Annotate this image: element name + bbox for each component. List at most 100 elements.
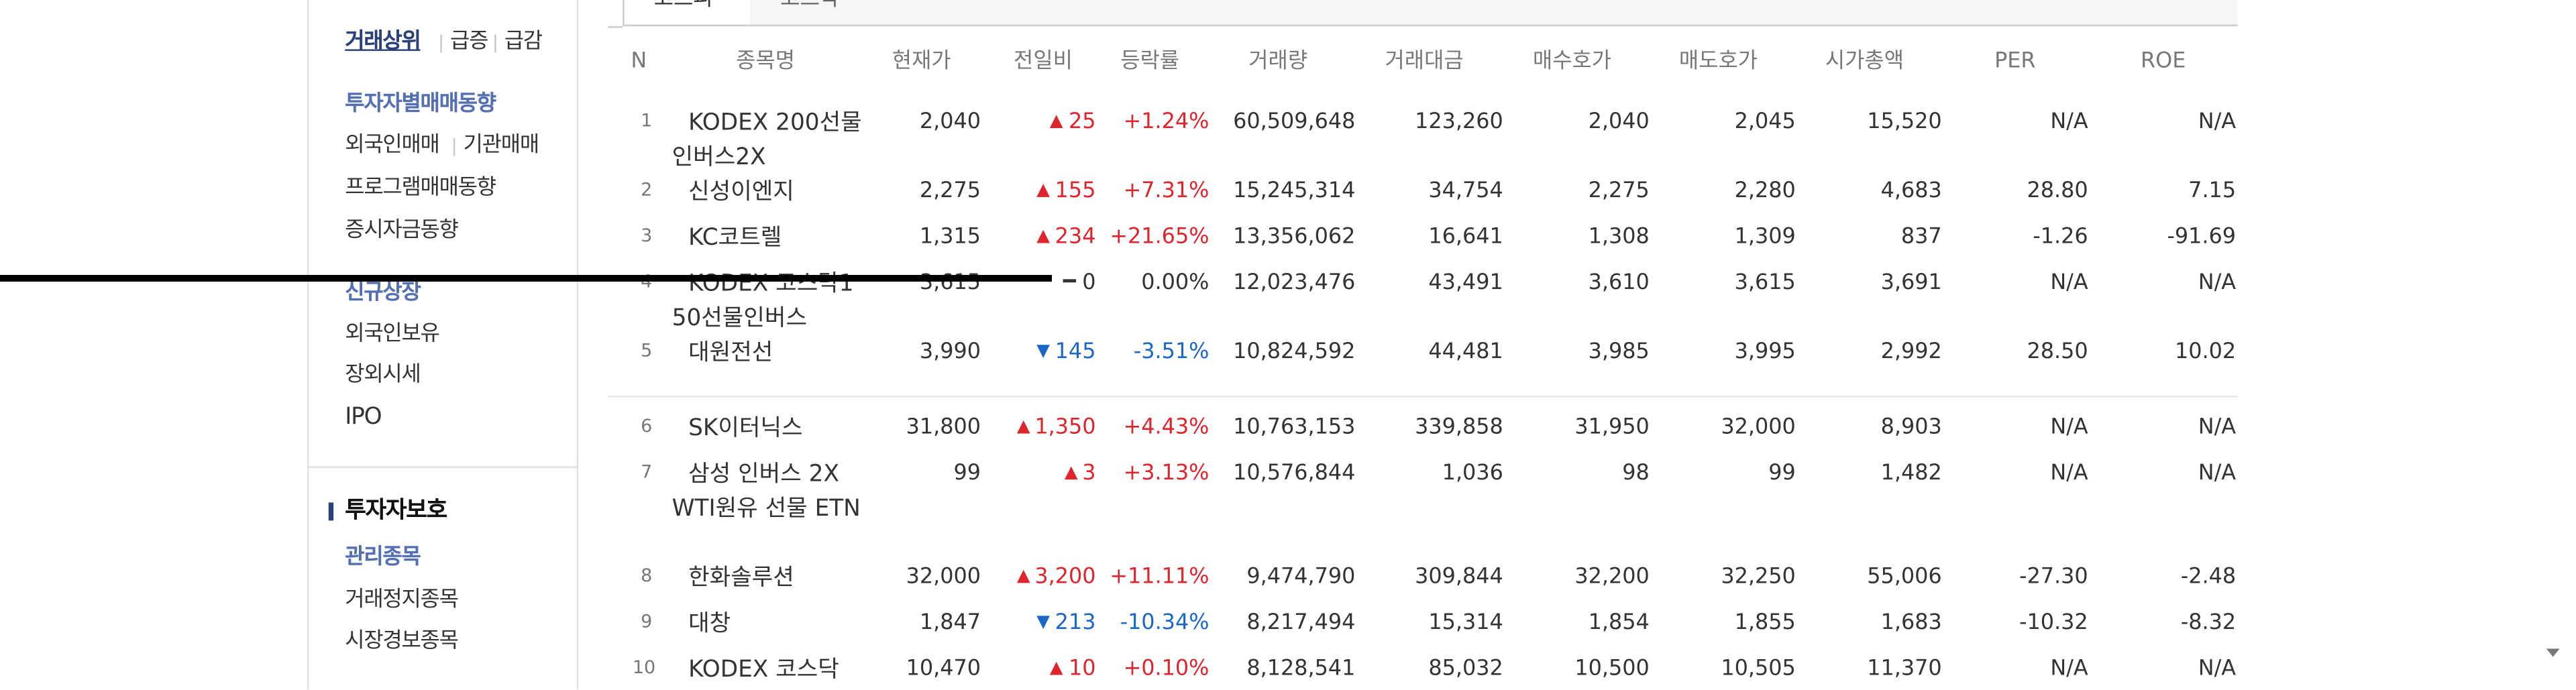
nav-foreign-trading[interactable]: 외국인매매 <box>345 133 440 158</box>
cell-ask: 32,000 <box>1721 415 1796 441</box>
cell-market-cap: 1,683 <box>1880 611 1942 636</box>
col-header-rank: N <box>631 49 647 74</box>
cell-change-value: 155 <box>1055 178 1096 204</box>
cell-stock-name-link[interactable]: KC코트렐 <box>688 225 782 251</box>
cell-change: 1,350 <box>1016 416 1095 442</box>
nav-managed-stocks[interactable]: 관리종목 <box>345 545 421 570</box>
up-triangle-icon <box>1064 466 1077 480</box>
row-group-divider <box>608 396 2238 398</box>
cell-amount: 34,754 <box>1428 178 1503 204</box>
cell-rate: +1.24% <box>1123 110 1210 135</box>
cell-amount: 16,641 <box>1428 225 1503 250</box>
cell-bid: 1,854 <box>1588 611 1650 636</box>
cell-per: 28.50 <box>2027 339 2088 365</box>
nav-institution-trading[interactable]: 기관매매 <box>463 133 539 158</box>
cell-amount: 309,844 <box>1415 565 1503 590</box>
cell-stock-name-link[interactable]: 대창 <box>688 611 731 638</box>
tab-kosdaq[interactable]: 코스닥 <box>751 0 2238 27</box>
nav-foreign-holdings[interactable]: 외국인보유 <box>345 322 440 347</box>
cell-volume: 10,763,153 <box>1233 415 1356 441</box>
cell-stock-name-link[interactable]: 대원전선 <box>688 339 773 367</box>
cell-price: 2,040 <box>919 110 981 135</box>
section-marker <box>328 502 334 521</box>
up-triangle-icon <box>1016 420 1030 434</box>
cell-amount: 44,481 <box>1428 339 1503 365</box>
cell-bid: 10,500 <box>1574 656 1650 682</box>
nav-investor-trading[interactable]: 투자자별매매동향 <box>345 92 496 117</box>
cell-stock-name-link[interactable]: 삼성 인버스 2X WTI원유 선물 ETN <box>672 461 861 522</box>
cell-per: N/A <box>2050 656 2088 682</box>
cell-rank: 10 <box>632 656 656 679</box>
cell-rank: 1 <box>641 110 653 131</box>
cell-rate: 0.00% <box>1141 271 1210 296</box>
cell-stock-name-link[interactable]: KODEX 200선물인버스2X <box>672 110 862 170</box>
cell-change-value: 145 <box>1055 339 1096 365</box>
cell-market-cap: 4,683 <box>1880 178 1942 204</box>
cell-roe: N/A <box>2198 415 2237 441</box>
nav-ipo[interactable]: IPO <box>345 404 382 430</box>
cell-volume: 12,023,476 <box>1233 271 1356 296</box>
cell-market-cap: 8,903 <box>1880 415 1942 441</box>
cell-rank: 6 <box>641 415 653 437</box>
nav-divider <box>440 34 442 53</box>
cell-per: N/A <box>2050 461 2088 486</box>
nav-divider <box>494 34 496 53</box>
nav-plunge[interactable]: 급감 <box>504 30 543 54</box>
cell-change: 0 <box>1062 271 1095 297</box>
cell-market-cap: 1,482 <box>1880 461 1942 486</box>
bottom-black-bar <box>0 275 1052 282</box>
nav-market-funds[interactable]: 증시자금동향 <box>345 218 459 243</box>
cell-roe: 10.02 <box>2174 339 2237 365</box>
cell-rate: +4.43% <box>1123 415 1210 441</box>
cell-bid: 98 <box>1622 461 1650 486</box>
nav-program-trading[interactable]: 프로그램매매동향 <box>345 176 496 200</box>
nav-suspended-stocks[interactable]: 거래정지종목 <box>345 587 459 613</box>
nav-trading-top[interactable]: 거래상위 <box>345 30 421 54</box>
col-header-market-cap: 시가총액 <box>1825 49 1904 74</box>
cell-rank: 8 <box>641 565 653 587</box>
cell-per: 28.80 <box>2027 178 2088 204</box>
cell-per: N/A <box>2050 271 2088 296</box>
cell-change: 155 <box>1036 178 1096 205</box>
cell-change: 145 <box>1036 339 1096 366</box>
cell-change: 3,200 <box>1016 565 1095 591</box>
left-sidebar: 거래상위 급증 급감 투자자별매매동향 외국인매매 기관매매 프로그램매매동향 … <box>307 0 579 690</box>
cell-volume: 60,509,648 <box>1233 110 1356 135</box>
up-triangle-icon <box>1036 229 1051 243</box>
cell-volume: 15,245,314 <box>1233 178 1356 204</box>
up-triangle-icon <box>1036 184 1051 197</box>
nav-new-listing[interactable]: 신규상장 <box>345 280 421 306</box>
cell-stock-name-link[interactable]: 신성이엔지 <box>688 178 794 206</box>
cell-roe: -8.32 <box>2180 611 2237 636</box>
down-triangle-icon <box>1036 345 1051 358</box>
cell-amount: 123,260 <box>1415 110 1503 135</box>
cell-stock-name-link[interactable]: 한화솔루션 <box>688 565 794 591</box>
cell-change-value: 3,200 <box>1034 565 1096 590</box>
col-header-amount: 거래대금 <box>1385 49 1464 74</box>
nav-market-alert-stocks[interactable]: 시장경보종목 <box>345 628 459 654</box>
cell-per: -10.32 <box>2019 611 2088 636</box>
cell-change: 3 <box>1064 461 1095 487</box>
nav-otc-quotes[interactable]: 장외시세 <box>345 363 421 388</box>
cell-price: 3,990 <box>919 339 981 365</box>
cell-rate: -10.34% <box>1120 611 1210 636</box>
cell-rate: +3.13% <box>1123 461 1210 486</box>
cell-bid: 3,610 <box>1588 271 1650 296</box>
cell-stock-name-link[interactable]: KODEX 코스닥 <box>688 656 839 683</box>
cell-change-value: 10 <box>1068 656 1096 682</box>
tab-kospi[interactable]: 코스피 <box>623 0 753 27</box>
cell-ask: 1,309 <box>1734 225 1796 250</box>
col-header-name: 종목명 <box>736 49 796 74</box>
cell-stock-name-link[interactable]: SK이터닉스 <box>688 415 803 442</box>
up-triangle-icon <box>1051 661 1064 675</box>
cell-price: 10,470 <box>906 656 981 682</box>
cell-volume: 8,128,541 <box>1246 656 1356 682</box>
cell-rate: +11.11% <box>1110 565 1210 590</box>
cell-rank: 9 <box>641 611 653 632</box>
col-header-per: PER <box>1994 49 2036 74</box>
scroll-down-arrow-icon[interactable] <box>2545 644 2561 660</box>
cell-per: N/A <box>2050 110 2088 135</box>
nav-surge[interactable]: 급증 <box>450 30 488 54</box>
cell-ask: 1,855 <box>1734 611 1796 636</box>
cell-change: 10 <box>1051 657 1095 683</box>
